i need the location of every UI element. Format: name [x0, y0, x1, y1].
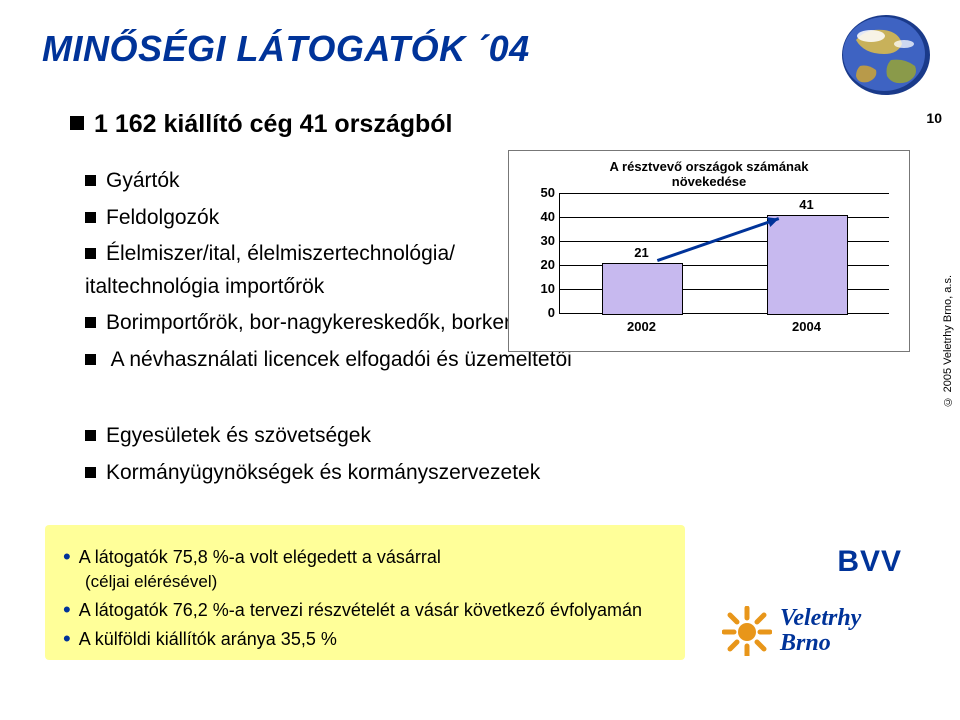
page-number: 10: [926, 110, 942, 126]
list-item: Egyesületek és szövetségek: [85, 420, 540, 453]
highlight-item: A külföldi kiállítók aránya 35,5 %: [63, 623, 667, 653]
y-tick: 50: [529, 185, 555, 200]
x-tick: 2004: [777, 319, 837, 334]
y-tick: 10: [529, 281, 555, 296]
chart-title: A résztvevő országok számánaknövekedése: [509, 159, 909, 189]
bullet-list-mid: Egyesületek és szövetségek Kormányügynöks…: [85, 420, 540, 493]
y-tick: 0: [529, 305, 555, 320]
x-tick: 2002: [612, 319, 672, 334]
y-tick: 40: [529, 209, 555, 224]
veletrhy-text-line1: Veletrhy: [780, 605, 861, 631]
list-item: Kormányügynökségek és kormányszervezetek: [85, 457, 540, 490]
highlight-list: A látogatók 75,8 %-a volt elégedett a vá…: [63, 541, 667, 653]
highlight-item: A látogatók 76,2 %-a tervezi részvételét…: [63, 594, 667, 624]
y-tick: 30: [529, 233, 555, 248]
globe-icon: [836, 10, 936, 100]
chart-bar: [767, 215, 848, 315]
participating-countries-chart: A résztvevő országok számánaknövekedése …: [508, 150, 910, 352]
y-tick: 20: [529, 257, 555, 272]
veletrhy-brno-logo: Veletrhy Brno: [722, 600, 902, 670]
veletrhy-text-line2: Brno: [780, 630, 831, 656]
bar-value-label: 41: [787, 197, 827, 212]
chart-bar: [602, 263, 683, 315]
slide-title: MINŐSÉGI LÁTOGATÓK ´04 MINŐSÉGI LÁTOGATÓ…: [42, 28, 530, 70]
highlight-box: A látogatók 75,8 %-a volt elégedett a vá…: [45, 525, 685, 660]
bvv-logo: BVV: [837, 545, 902, 579]
subheading: 1 162 kiállító cég 41 országból: [70, 110, 452, 139]
highlight-item: A látogatók 75,8 %-a volt elégedett a vá…: [63, 541, 667, 594]
copyright-text: © 2005 Veletrhy Brno, a.s.: [942, 275, 954, 407]
bar-value-label: 21: [622, 245, 662, 260]
